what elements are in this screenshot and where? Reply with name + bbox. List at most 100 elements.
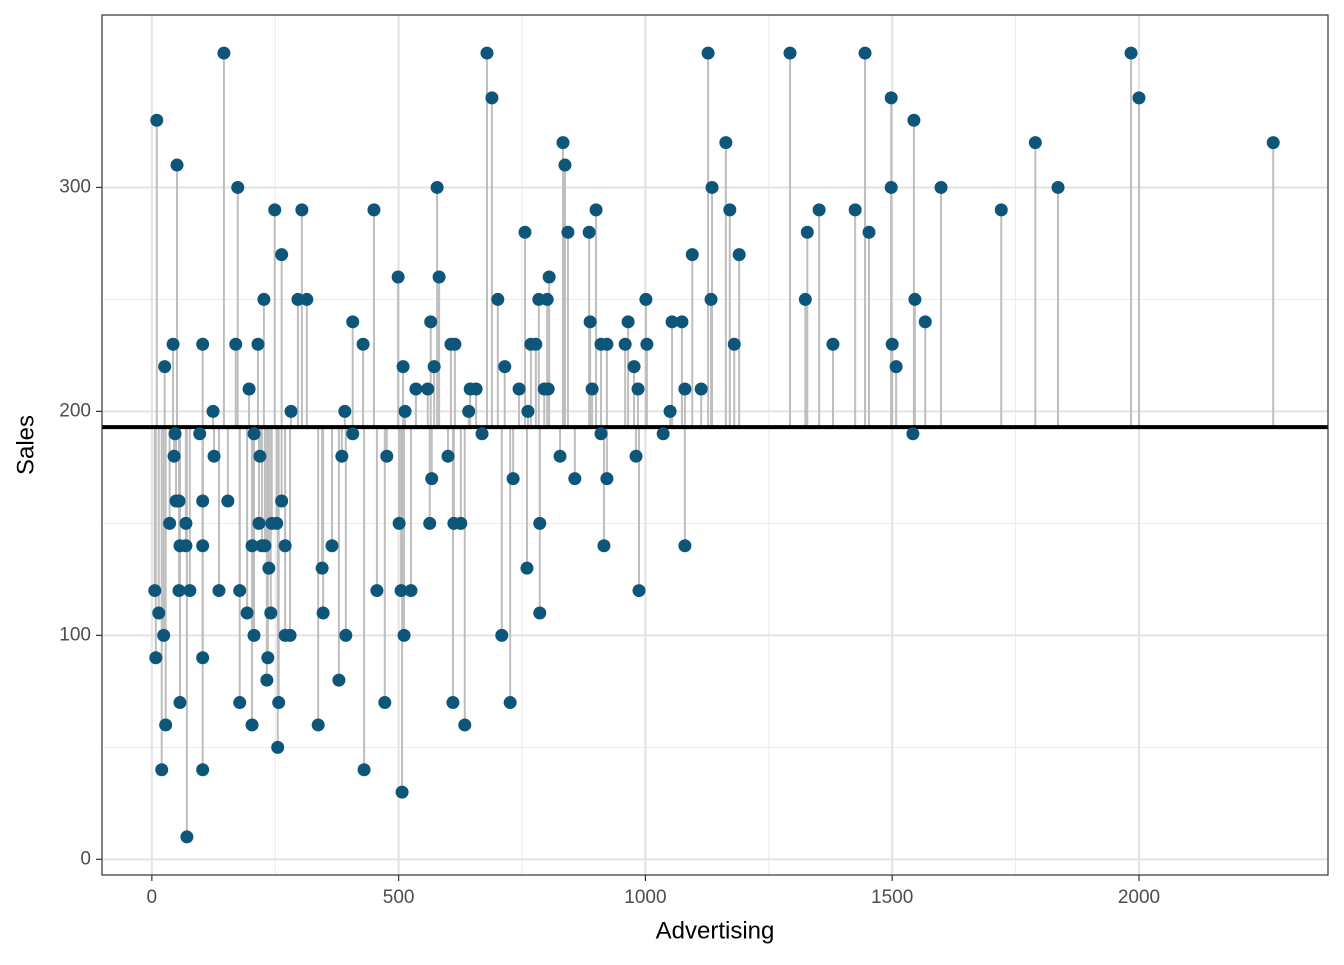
- point: [448, 337, 462, 351]
- point: [295, 203, 309, 217]
- point: [994, 203, 1008, 217]
- point: [272, 696, 286, 710]
- point: [885, 337, 899, 351]
- point: [335, 449, 349, 463]
- point: [212, 584, 226, 598]
- point: [553, 449, 567, 463]
- point: [158, 360, 172, 374]
- point: [196, 539, 210, 553]
- point: [704, 292, 718, 306]
- y-tick-label: 100: [59, 624, 91, 645]
- x-tick-label: 0: [147, 887, 158, 908]
- point: [207, 449, 221, 463]
- point: [166, 337, 180, 351]
- point: [172, 584, 186, 598]
- point: [424, 315, 438, 329]
- point: [783, 46, 797, 60]
- point: [193, 427, 207, 441]
- point: [206, 404, 220, 418]
- point: [247, 427, 261, 441]
- point: [260, 673, 274, 687]
- point: [392, 516, 406, 530]
- point: [675, 315, 689, 329]
- point: [485, 91, 499, 105]
- point: [300, 292, 314, 306]
- point: [261, 651, 275, 665]
- point: [540, 292, 554, 306]
- point: [446, 696, 460, 710]
- point: [512, 382, 526, 396]
- point: [196, 494, 210, 508]
- point: [357, 763, 371, 777]
- point: [1124, 46, 1138, 60]
- point: [1051, 180, 1065, 194]
- point: [155, 763, 169, 777]
- point: [179, 516, 193, 530]
- point: [315, 561, 329, 575]
- point: [533, 606, 547, 620]
- point: [727, 337, 741, 351]
- point: [656, 427, 670, 441]
- point: [268, 203, 282, 217]
- point: [316, 606, 330, 620]
- panel-border: [101, 14, 1329, 876]
- point: [597, 539, 611, 553]
- point: [275, 248, 289, 262]
- point: [1266, 136, 1280, 150]
- point: [678, 382, 692, 396]
- point: [558, 158, 572, 172]
- point: [663, 404, 677, 418]
- point: [262, 561, 276, 575]
- point: [498, 360, 512, 374]
- point: [397, 628, 411, 642]
- point: [173, 696, 187, 710]
- point: [585, 382, 599, 396]
- point: [395, 785, 409, 799]
- point: [529, 337, 543, 351]
- point: [907, 113, 921, 127]
- point: [462, 404, 476, 418]
- point: [719, 136, 733, 150]
- point: [800, 225, 814, 239]
- point: [339, 628, 353, 642]
- point: [862, 225, 876, 239]
- point: [396, 360, 410, 374]
- point: [338, 404, 352, 418]
- point: [170, 158, 184, 172]
- point: [391, 270, 405, 284]
- point: [627, 360, 641, 374]
- point: [889, 360, 903, 374]
- point: [325, 539, 339, 553]
- point: [458, 718, 472, 732]
- point: [217, 46, 231, 60]
- point: [378, 696, 392, 710]
- point: [233, 584, 247, 598]
- point: [421, 382, 435, 396]
- point: [475, 427, 489, 441]
- point: [694, 382, 708, 396]
- point: [356, 337, 370, 351]
- point: [495, 628, 509, 642]
- point: [732, 248, 746, 262]
- point: [167, 449, 181, 463]
- point: [469, 382, 483, 396]
- y-tick-label: 200: [59, 400, 91, 421]
- y-tick-label: 300: [59, 176, 91, 197]
- point: [229, 337, 243, 351]
- point: [600, 472, 614, 486]
- point: [258, 539, 272, 553]
- point: [1028, 136, 1042, 150]
- marks: [102, 46, 1328, 844]
- point: [521, 404, 535, 418]
- point: [561, 225, 575, 239]
- point: [278, 539, 292, 553]
- point: [168, 427, 182, 441]
- x-axis-title: Advertising: [656, 917, 775, 944]
- point: [271, 740, 285, 754]
- point: [427, 360, 441, 374]
- point: [264, 606, 278, 620]
- point: [520, 561, 534, 575]
- point: [884, 91, 898, 105]
